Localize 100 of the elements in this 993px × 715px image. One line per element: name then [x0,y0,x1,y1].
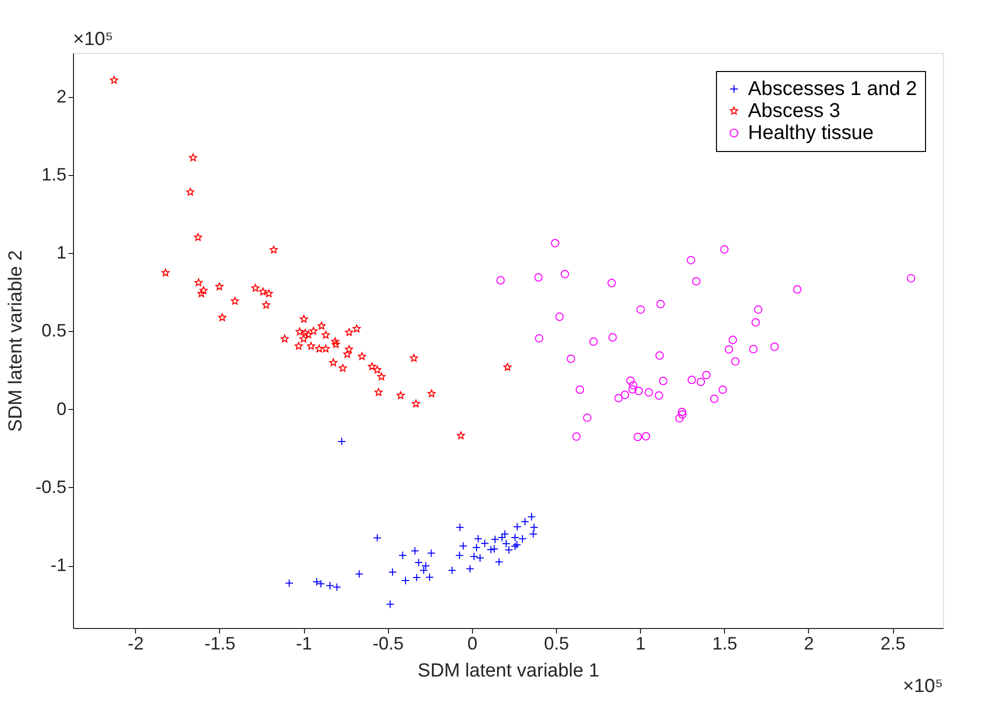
point [215,282,224,290]
point [294,342,303,350]
point [218,313,226,322]
point [607,278,616,288]
point [258,288,268,296]
point [419,566,428,575]
point [512,540,522,549]
point [466,564,474,573]
point [315,344,324,352]
point [343,350,352,358]
point [560,270,570,278]
point [296,328,304,336]
point [401,576,410,585]
point [718,386,727,394]
point [307,342,316,350]
point [412,573,421,582]
point [398,551,407,560]
point [300,334,308,342]
y-tick-label: 1.5 [41,164,66,184]
point [634,386,643,396]
point [534,334,544,343]
point [636,305,645,314]
point [490,535,500,544]
y-tick-label: 1 [56,242,66,262]
point [345,328,354,336]
point [589,337,598,346]
point [496,276,505,285]
point [396,391,405,399]
point [338,437,346,446]
point [368,362,376,370]
point [456,431,465,440]
point [197,289,206,298]
point [455,551,464,560]
point [555,312,564,321]
x-tick-label: 1.5 [712,634,738,654]
point [186,188,194,196]
point [428,389,436,398]
y-tick-label: -0.5 [35,476,66,497]
point [326,581,334,590]
text: ×10⁵ [902,676,943,697]
x-tick-label: -1.5 [204,634,236,654]
point [448,566,456,575]
point [309,326,318,335]
point [749,344,758,354]
point [374,388,383,396]
point [724,345,734,354]
point [731,357,740,366]
point [510,542,520,550]
text: ×10⁵ [73,29,114,50]
point [332,340,340,348]
point [518,534,527,543]
point [576,386,584,394]
point [529,530,538,538]
point [486,545,496,554]
point [189,153,198,162]
point [304,330,312,338]
point [642,432,650,440]
x-tick-label: 2.5 [880,634,906,654]
point [720,245,729,254]
point [344,345,354,353]
point [412,400,420,408]
y-axis-title: SDM latent variable 2 [5,250,26,432]
point [110,76,118,84]
y-tick-label: 0.5 [41,320,66,341]
point [710,394,719,403]
point [906,274,916,283]
point [654,391,664,400]
point [194,278,203,286]
point [456,523,464,532]
x-tick-label: -2 [128,634,144,654]
point [494,558,504,566]
point [655,351,664,360]
point [583,413,592,422]
point [728,336,738,344]
point [472,543,481,552]
point [634,432,642,442]
point [162,268,170,276]
point [322,344,330,352]
point [262,300,270,309]
x-tick-label: 0.5 [544,634,569,654]
point [527,512,536,521]
point [620,390,630,400]
point [251,284,260,292]
point [678,410,687,419]
point [410,354,418,362]
legend-label: Abscess 3 [748,100,840,122]
point [793,285,802,294]
x-tick-label: -0.5 [372,634,404,654]
point [692,277,701,286]
point [300,314,308,323]
point [614,394,623,402]
point [503,363,512,371]
point [530,523,538,532]
point [626,376,635,385]
point [388,568,397,576]
point [352,324,361,332]
point [566,354,576,363]
point [678,408,686,416]
point [414,558,423,567]
point [358,352,366,360]
